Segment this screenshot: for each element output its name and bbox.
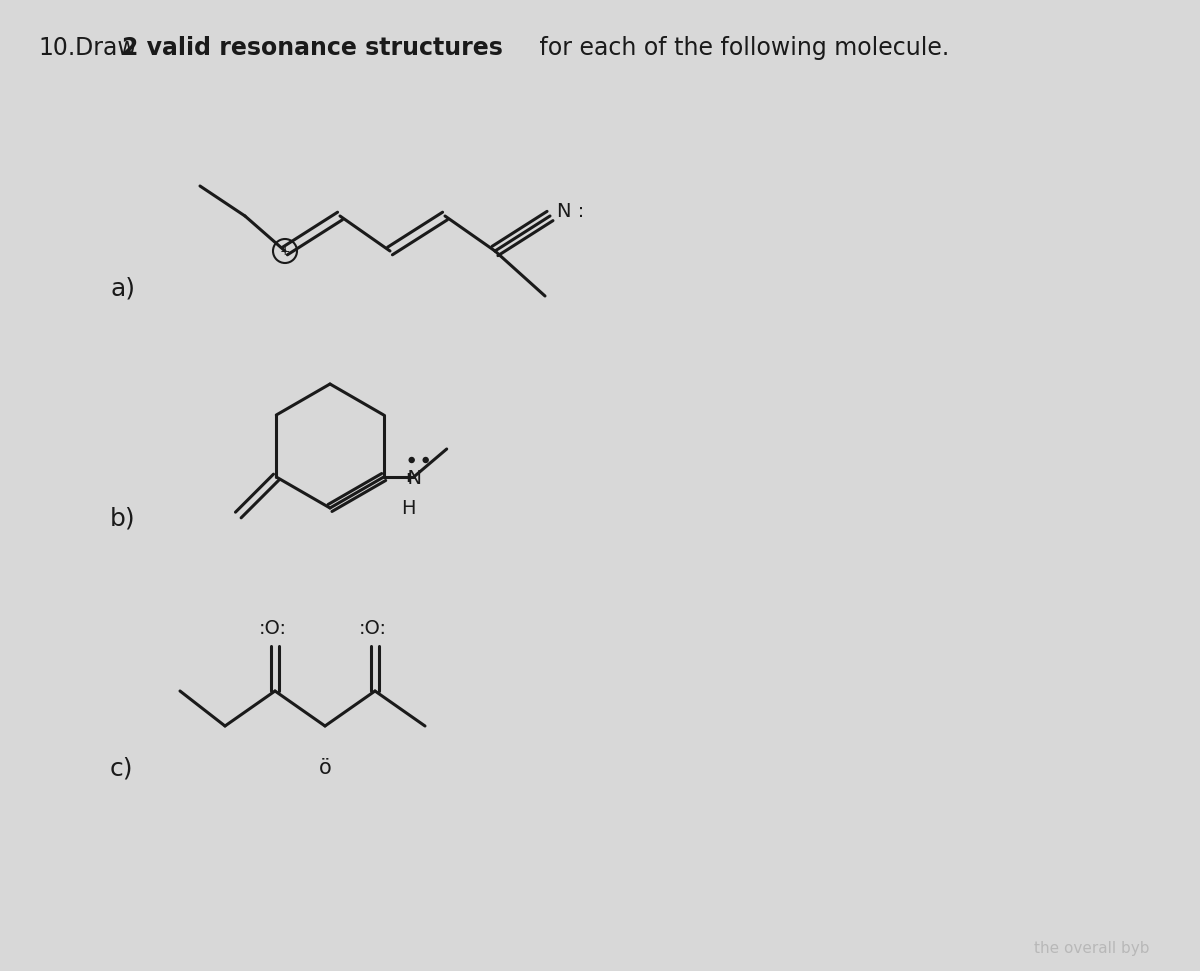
- Text: ö: ö: [319, 758, 331, 778]
- Text: :O:: :O:: [259, 619, 287, 638]
- Text: 2 valid resonance structures: 2 valid resonance structures: [122, 36, 503, 60]
- Text: for each of the following molecule.: for each of the following molecule.: [532, 36, 949, 60]
- Text: a): a): [110, 276, 134, 300]
- Text: N: N: [395, 468, 422, 487]
- Text: :O:: :O:: [359, 619, 386, 638]
- Text: N :: N :: [557, 202, 584, 220]
- Circle shape: [409, 457, 414, 462]
- Text: +: +: [280, 245, 290, 257]
- Text: c): c): [110, 756, 133, 780]
- Text: Draw: Draw: [74, 36, 144, 60]
- Text: the overall byb: the overall byb: [1034, 941, 1150, 956]
- Text: 10.: 10.: [38, 36, 76, 60]
- Circle shape: [424, 457, 428, 462]
- Text: :: :: [406, 470, 412, 485]
- Text: H: H: [402, 499, 416, 518]
- Text: b): b): [110, 506, 136, 530]
